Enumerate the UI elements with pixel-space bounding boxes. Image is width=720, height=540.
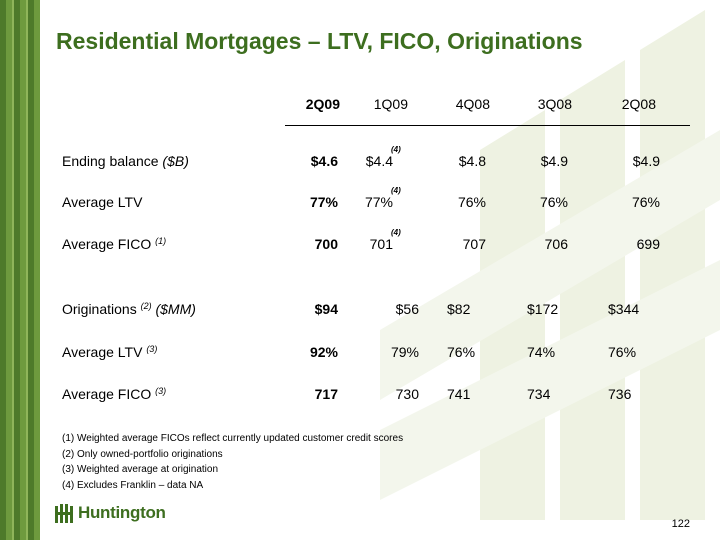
cell-value: 76% (539, 194, 568, 210)
cell-value: $4.8 (458, 153, 486, 169)
cell-value: 77% (309, 194, 338, 210)
cell-value: 79% (390, 344, 419, 360)
cell-value: $4.4 (365, 153, 393, 169)
footnote: (4) Excludes Franklin – data NA (62, 479, 204, 491)
row-label: Average FICO (3) (62, 386, 167, 402)
cell-value: 700 (314, 236, 338, 252)
footnote-marker: (4) (391, 186, 401, 195)
header-rule (285, 125, 690, 126)
cell-value: $82 (447, 301, 471, 317)
cell-value: 736 (608, 386, 632, 402)
col-header-3q08: 3Q08 (537, 96, 572, 112)
col-header-2q08: 2Q08 (621, 96, 656, 112)
col-header-1q09: 1Q09 (373, 96, 408, 112)
cell-value: $4.9 (540, 153, 568, 169)
row-label: Ending balance ($B) (62, 153, 189, 169)
cell-value: $56 (395, 301, 419, 317)
cell-value: $344 (608, 301, 640, 317)
cell-value: 92% (309, 344, 338, 360)
row-label: Originations (2) ($MM) (62, 301, 196, 317)
cell-value: 76% (608, 344, 637, 360)
cell-value: $94 (314, 301, 338, 317)
footnotes: (1) Weighted average FICOs reflect curre… (62, 431, 403, 493)
cell-value: $172 (527, 301, 559, 317)
cell-value: 717 (314, 386, 338, 402)
huntington-logo: Huntington (55, 503, 166, 523)
cell-value: 77% (364, 194, 393, 210)
cell-value: 734 (527, 386, 551, 402)
footnote: (1) Weighted average FICOs reflect curre… (62, 433, 404, 444)
decorative-stripes (0, 0, 40, 540)
cell-value: 74% (527, 344, 556, 360)
footnote: (3) Weighted average at origination (62, 464, 219, 475)
cell-value: 76% (447, 344, 476, 360)
cell-value: 76% (631, 194, 660, 210)
col-header-4q08: 4Q08 (455, 96, 490, 112)
cell-value: 706 (544, 236, 568, 252)
logo-wordmark: Huntington (78, 503, 166, 522)
footnote: (2) Only owned-portfolio originations (62, 448, 223, 460)
footnote-marker: (4) (391, 145, 401, 154)
huntington-logo-icon (55, 504, 73, 523)
col-header-2q09: 2Q09 (305, 96, 340, 112)
cell-value: $4.6 (310, 153, 338, 169)
cell-value: 730 (395, 386, 419, 402)
cell-value: 741 (447, 386, 471, 402)
cell-value: 701 (369, 236, 393, 252)
row-label: Average LTV (3) (62, 344, 158, 360)
cell-value: 707 (462, 236, 486, 252)
cell-value: $4.9 (632, 153, 660, 169)
cell-value: 699 (636, 236, 660, 252)
page-title: Residential Mortgages – LTV, FICO, Origi… (56, 28, 583, 54)
row-label: Average LTV (62, 194, 143, 210)
page-number: 122 (671, 518, 690, 530)
footnote-marker: (4) (391, 228, 401, 237)
cell-value: 76% (457, 194, 486, 210)
row-label: Average FICO (1) (62, 236, 167, 252)
